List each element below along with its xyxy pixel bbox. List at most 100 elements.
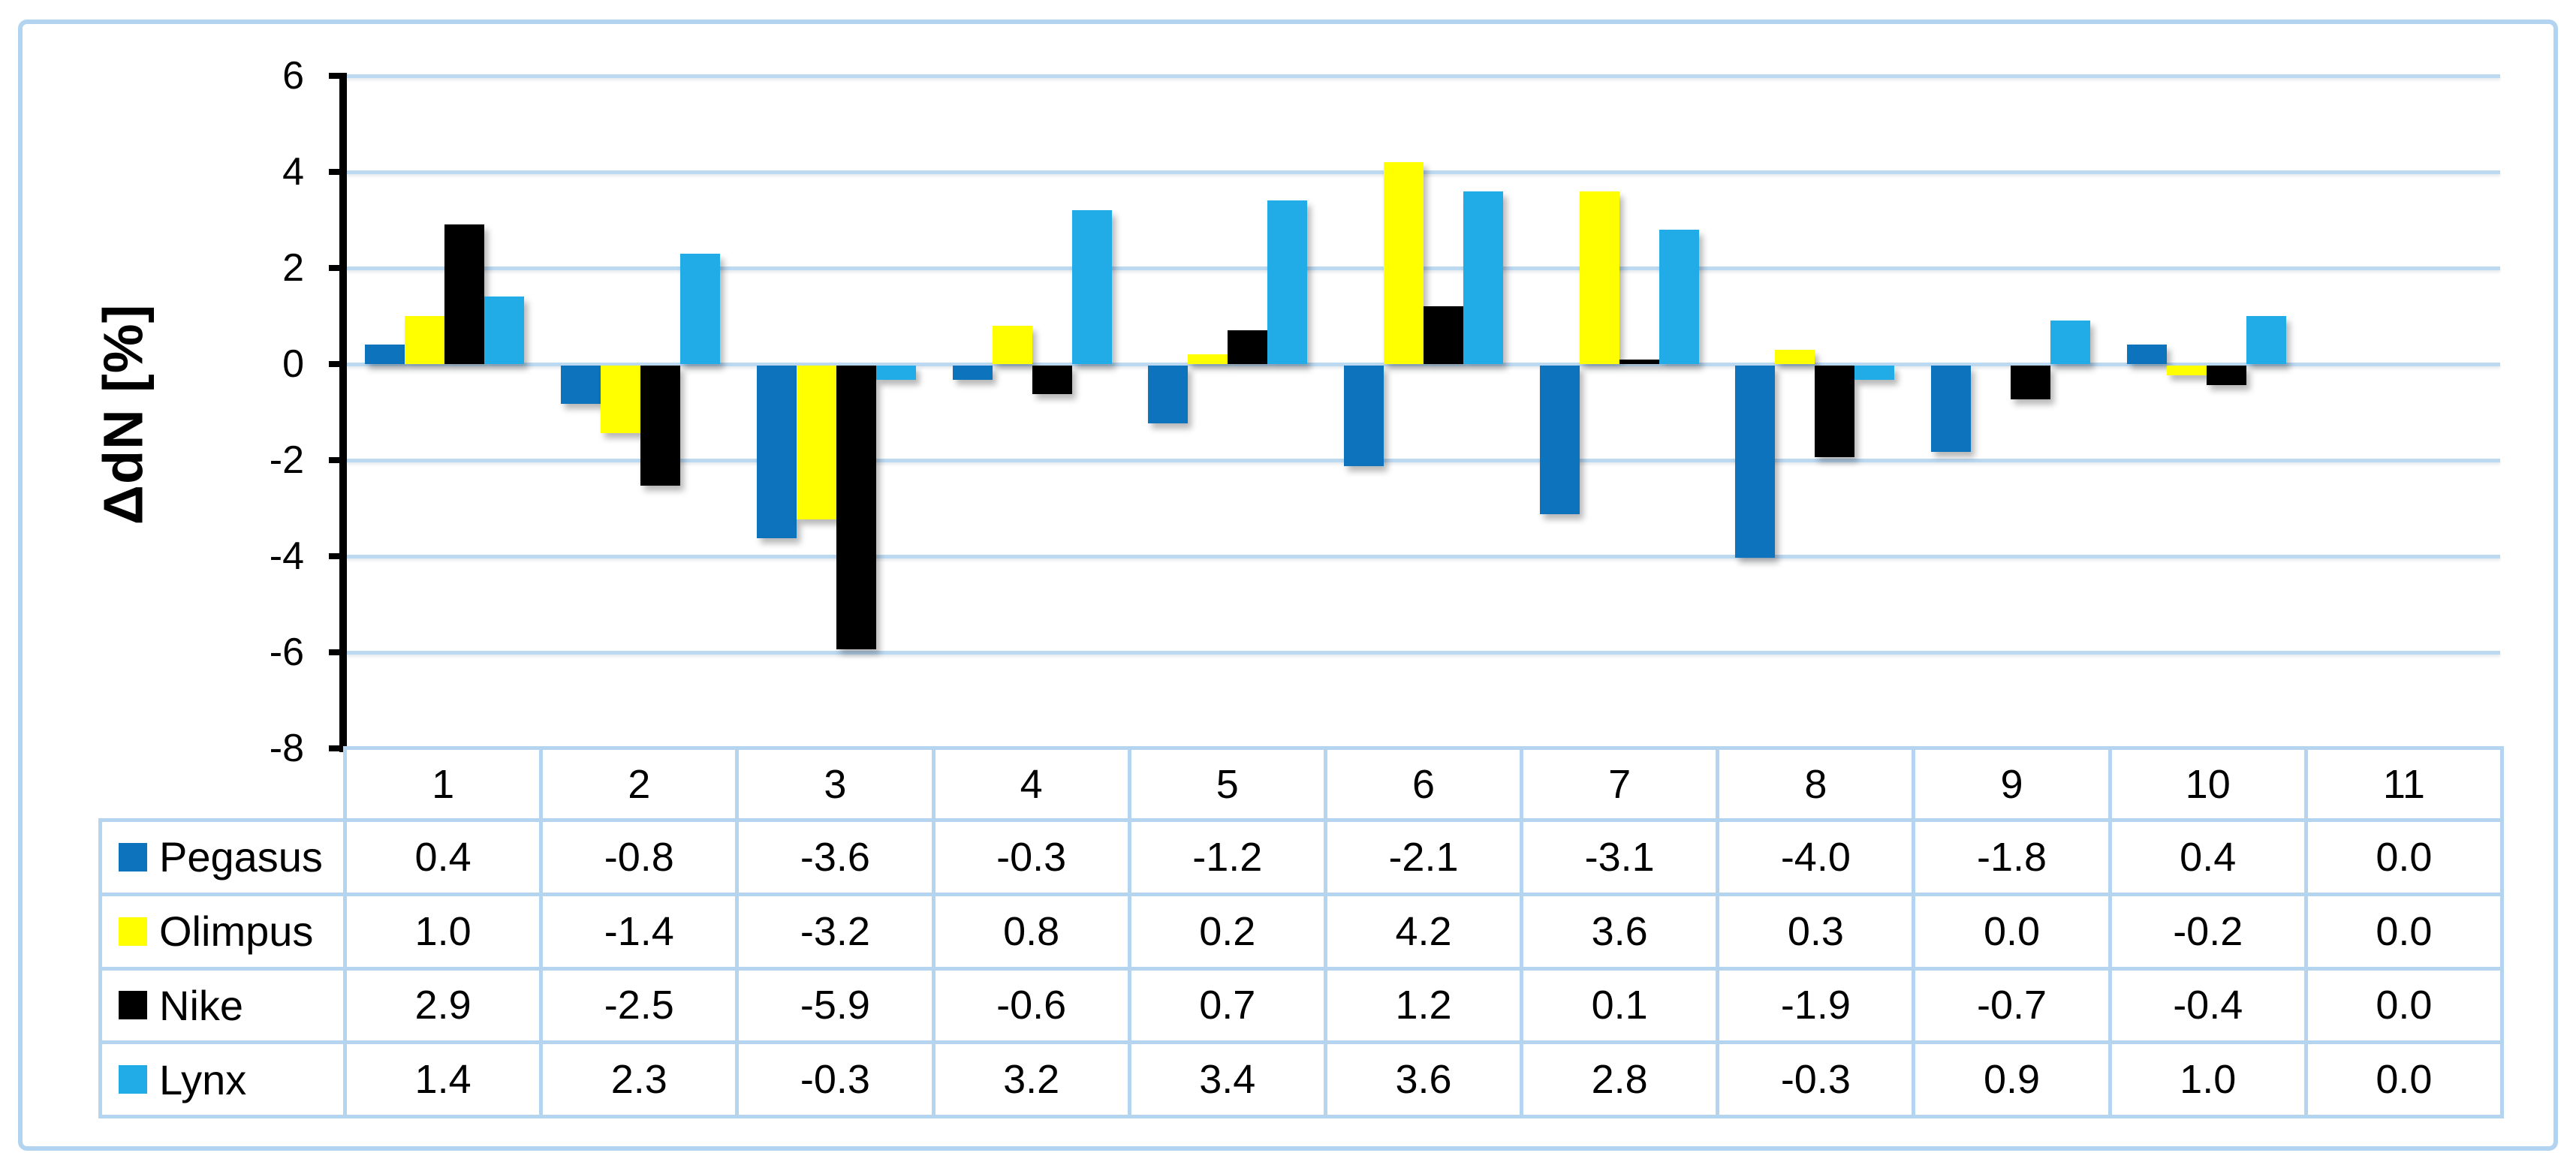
y-tick-label: 2 [282, 246, 304, 290]
value-cell: -0.6 [935, 970, 1128, 1041]
category-header-cell: 7 [1523, 750, 1716, 818]
value-cell: 0.0 [1915, 896, 2108, 967]
bar-olimpus-4 [993, 326, 1032, 364]
bar-nike-1 [444, 224, 484, 364]
plot-area [347, 74, 2500, 749]
value-cell: 0.2 [1131, 896, 1324, 967]
value-cell: -2.1 [1327, 822, 1520, 893]
value-cell: -1.8 [1915, 822, 2108, 893]
value-cell: -0.7 [1915, 970, 2108, 1041]
value-cell: -5.9 [739, 970, 932, 1041]
bar-olimpus-5 [1188, 354, 1228, 364]
y-tick-label: -4 [269, 534, 304, 578]
bar-pegasus-2 [561, 366, 601, 404]
bar-pegasus-7 [1540, 366, 1580, 514]
bar-nike-9 [2011, 366, 2050, 399]
value-cell: -2.5 [543, 970, 736, 1041]
y-axis-line [339, 74, 347, 752]
legend-swatch [119, 1065, 147, 1094]
series-name: Olimpus [159, 908, 314, 956]
bar-pegasus-5 [1148, 366, 1188, 423]
bar-olimpus-6 [1384, 162, 1424, 364]
bar-pegasus-3 [757, 366, 797, 538]
value-cell: 0.3 [1719, 896, 1912, 967]
value-cell: 2.3 [543, 1044, 736, 1115]
category-header-cell: 2 [543, 750, 736, 818]
value-cell: 0.0 [2307, 1044, 2500, 1115]
bar-pegasus-10 [2127, 345, 2167, 364]
bar-lynx-6 [1463, 191, 1503, 364]
y-tick-label: -2 [269, 438, 304, 482]
bar-lynx-8 [1854, 366, 1894, 380]
gridline [347, 459, 2500, 462]
value-cell: 3.6 [1523, 896, 1716, 967]
value-cell: 0.4 [347, 822, 540, 893]
value-cell: 1.4 [347, 1044, 540, 1115]
category-header-cell: 10 [2111, 750, 2304, 818]
bar-nike-7 [1619, 360, 1659, 364]
series-name: Pegasus [159, 833, 323, 881]
bar-pegasus-4 [953, 366, 993, 380]
value-cell: 3.4 [1131, 1044, 1324, 1115]
value-cell: 0.7 [1131, 970, 1324, 1041]
value-cell: 0.9 [1915, 1044, 2108, 1115]
bar-lynx-5 [1267, 200, 1307, 364]
gridline [347, 555, 2500, 558]
value-cell: -3.1 [1523, 822, 1716, 893]
series-label-cell: Nike [102, 970, 343, 1041]
y-axis-tick [329, 361, 347, 367]
legend-swatch [119, 842, 147, 871]
bar-lynx-3 [876, 366, 916, 380]
gridline [347, 266, 2500, 270]
bar-lynx-10 [2246, 316, 2286, 364]
value-cell: 0.0 [2307, 822, 2500, 893]
value-cell: -1.4 [543, 896, 736, 967]
bar-olimpus-8 [1775, 350, 1815, 364]
value-cell: 3.6 [1327, 1044, 1520, 1115]
bar-olimpus-2 [601, 366, 640, 433]
value-cell: 1.0 [2111, 1044, 2304, 1115]
category-header-cell: 4 [935, 750, 1128, 818]
y-tick-label: 4 [282, 150, 304, 194]
series-label-cell: Lynx [102, 1044, 343, 1115]
value-cell: 0.8 [935, 896, 1128, 967]
value-cell: -4.0 [1719, 822, 1912, 893]
data-table: Pegasus 0.4 -0.8 -3.6 -0.3 -1.2 -2.1 -3.1 -4.0 -1… [98, 818, 2504, 1118]
bar-nike-8 [1815, 366, 1854, 457]
value-cell: -3.2 [739, 896, 932, 967]
legend-swatch [119, 917, 147, 946]
y-axis-tick [329, 649, 347, 655]
category-header-cell: 6 [1327, 750, 1520, 818]
value-cell: 0.1 [1523, 970, 1716, 1041]
category-header-cell: 9 [1915, 750, 2108, 818]
bar-lynx-1 [484, 297, 524, 364]
bar-pegasus-1 [365, 345, 405, 364]
value-cell: 1.2 [1327, 970, 1520, 1041]
value-cell: -3.6 [739, 822, 932, 893]
legend-swatch [119, 991, 147, 1020]
value-cell: 2.9 [347, 970, 540, 1041]
category-header-cell: 8 [1719, 750, 1912, 818]
bar-nike-2 [640, 366, 680, 486]
bar-nike-5 [1228, 330, 1267, 364]
y-tick-label: 0 [282, 342, 304, 386]
bar-nike-3 [836, 366, 876, 649]
y-axis-tick [329, 457, 347, 463]
y-axis-tick [329, 73, 347, 79]
series-label-cell: Pegasus [102, 822, 343, 893]
gridline [347, 170, 2500, 174]
y-axis-tick [329, 553, 347, 559]
value-cell: -0.8 [543, 822, 736, 893]
series-name: Nike [159, 981, 244, 1029]
bar-lynx-2 [680, 254, 720, 364]
value-cell: 0.0 [2307, 896, 2500, 967]
value-cell: 4.2 [1327, 896, 1520, 967]
category-header-row: 1 2 3 4 5 6 7 8 9 10 11 [343, 746, 2504, 818]
series-label-cell: Olimpus [102, 896, 343, 967]
value-cell: 1.0 [347, 896, 540, 967]
value-cell: -1.2 [1131, 822, 1324, 893]
value-cell: 0.0 [2307, 970, 2500, 1041]
y-tick-label: -8 [269, 727, 304, 770]
category-header-cell: 5 [1131, 750, 1324, 818]
bar-lynx-9 [2050, 321, 2090, 364]
